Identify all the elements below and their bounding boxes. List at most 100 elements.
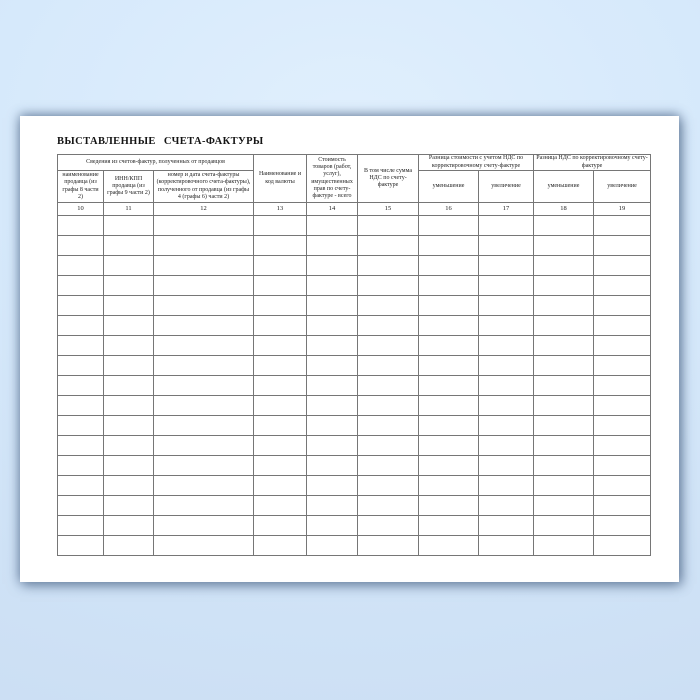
empty-cell [103, 375, 154, 396]
empty-cell [418, 315, 480, 336]
empty-cell [152, 355, 255, 376]
empty-cell [418, 475, 480, 496]
empty-cell [418, 355, 480, 376]
table-header: Сведения из счетов-фактур, полученных от… [56, 154, 652, 216]
empty-cell [253, 455, 308, 476]
empty-cell [478, 255, 535, 276]
empty-cell [253, 235, 308, 256]
empty-cell [533, 535, 595, 556]
empty-cell [357, 435, 420, 456]
empty-cell [357, 335, 420, 356]
empty-cell [418, 295, 480, 316]
empty-cell [306, 375, 359, 396]
empty-cell [478, 335, 535, 356]
empty-cell [357, 495, 420, 516]
empty-cell [357, 415, 420, 436]
empty-rows [57, 215, 652, 556]
empty-cell [306, 475, 359, 496]
empty-cell [57, 295, 104, 316]
empty-cell [418, 235, 480, 256]
empty-cell [533, 255, 595, 276]
column-number: 19 [593, 202, 652, 216]
column-number: 14 [306, 202, 359, 216]
empty-cell [103, 355, 154, 376]
table-row [57, 395, 652, 416]
empty-cell [533, 275, 595, 296]
empty-cell [418, 395, 480, 416]
empty-cell [357, 355, 420, 376]
empty-cell [478, 455, 535, 476]
empty-cell [357, 535, 420, 556]
table-row [57, 315, 652, 336]
empty-cell [103, 455, 154, 476]
table-row [57, 355, 652, 376]
empty-cell [593, 335, 652, 356]
empty-cell [57, 315, 104, 336]
empty-cell [533, 515, 595, 536]
empty-cell [306, 395, 359, 416]
empty-cell [152, 255, 255, 276]
empty-cell [152, 495, 255, 516]
empty-cell [418, 415, 480, 436]
empty-cell [593, 235, 652, 256]
empty-cell [418, 495, 480, 516]
empty-cell [357, 395, 420, 416]
empty-cell [152, 375, 255, 396]
column-header-currency: Наименование и код валюты [253, 154, 308, 203]
empty-cell [593, 315, 652, 336]
empty-cell [533, 455, 595, 476]
empty-cell [478, 415, 535, 436]
empty-cell [103, 475, 154, 496]
empty-cell [593, 215, 652, 236]
empty-cell [533, 235, 595, 256]
empty-cell [103, 315, 154, 336]
empty-cell [418, 215, 480, 236]
empty-cell [533, 315, 595, 336]
empty-cell [357, 295, 420, 316]
empty-cell [103, 515, 154, 536]
empty-cell [103, 495, 154, 516]
column-number: 16 [418, 202, 480, 216]
empty-cell [57, 235, 104, 256]
empty-cell [103, 535, 154, 556]
column-header-cost-decrease: уменьшение [418, 170, 480, 203]
empty-cell [57, 535, 104, 556]
empty-cell [57, 355, 104, 376]
empty-cell [533, 475, 595, 496]
empty-cell [306, 415, 359, 436]
empty-cell [593, 495, 652, 516]
empty-cell [103, 415, 154, 436]
empty-cell [593, 415, 652, 436]
empty-cell [357, 255, 420, 276]
table-row [57, 515, 652, 536]
column-number: 11 [103, 202, 154, 216]
column-numbers-row: 10 11 12 13 14 15 16 17 18 19 [57, 202, 652, 216]
empty-cell [103, 395, 154, 416]
column-header-vat-amount: В том числе сумма НДС по счету-фактуре [357, 154, 420, 203]
empty-cell [478, 355, 535, 376]
empty-cell [253, 255, 308, 276]
empty-cell [57, 335, 104, 356]
empty-cell [593, 435, 652, 456]
table-row [57, 255, 652, 276]
empty-cell [253, 475, 308, 496]
table-row [57, 215, 652, 236]
empty-cell [57, 275, 104, 296]
empty-cell [306, 275, 359, 296]
empty-cell [152, 275, 255, 296]
empty-cell [103, 295, 154, 316]
empty-cell [103, 235, 154, 256]
table-row [57, 435, 652, 456]
empty-cell [593, 295, 652, 316]
empty-cell [357, 515, 420, 536]
table-row [57, 535, 652, 556]
empty-cell [306, 335, 359, 356]
empty-cell [478, 395, 535, 416]
empty-cell [253, 375, 308, 396]
empty-cell [152, 215, 255, 236]
empty-cell [152, 315, 255, 336]
empty-cell [478, 295, 535, 316]
column-header-cost-increase: увеличение [478, 170, 535, 203]
empty-cell [478, 435, 535, 456]
